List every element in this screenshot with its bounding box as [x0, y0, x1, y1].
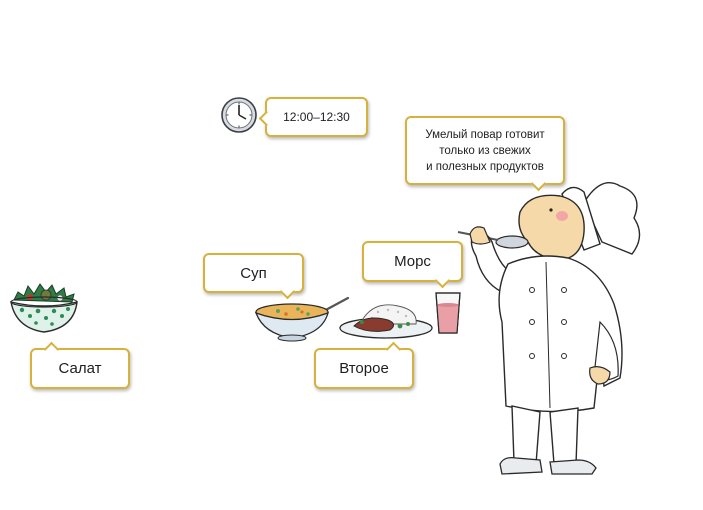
chef-quote-line-1: Умелый повар готовит: [425, 128, 545, 141]
soup-label: Суп: [240, 264, 267, 282]
time-bubble: 12:00–12:30: [258, 97, 368, 137]
chef-quote-line-2: только из свежих: [439, 144, 531, 157]
drink-bubble: Морс: [362, 241, 463, 289]
clock-icon: [221, 97, 257, 133]
soup-bubble: Суп: [203, 253, 304, 300]
salad-label: Салат: [58, 360, 102, 377]
soup-bowl-icon: [254, 296, 350, 342]
drink-label: Морс: [394, 253, 431, 270]
main-course-label: Второе: [339, 360, 389, 377]
chef-illustration: [457, 182, 641, 475]
salad-bubble: Салат: [30, 341, 130, 389]
main-course-plate-icon: [339, 304, 433, 339]
chef-quote-bubble: Умелый повар готовит только из свежих и …: [405, 116, 565, 192]
drink-glass-icon: [435, 292, 461, 334]
salad-bowl-icon: [10, 283, 78, 333]
chef-quote-line-3: и полезных продуктов: [426, 160, 544, 173]
main-course-bubble: Второе: [314, 341, 414, 389]
time-label: 12:00–12:30: [283, 110, 350, 124]
